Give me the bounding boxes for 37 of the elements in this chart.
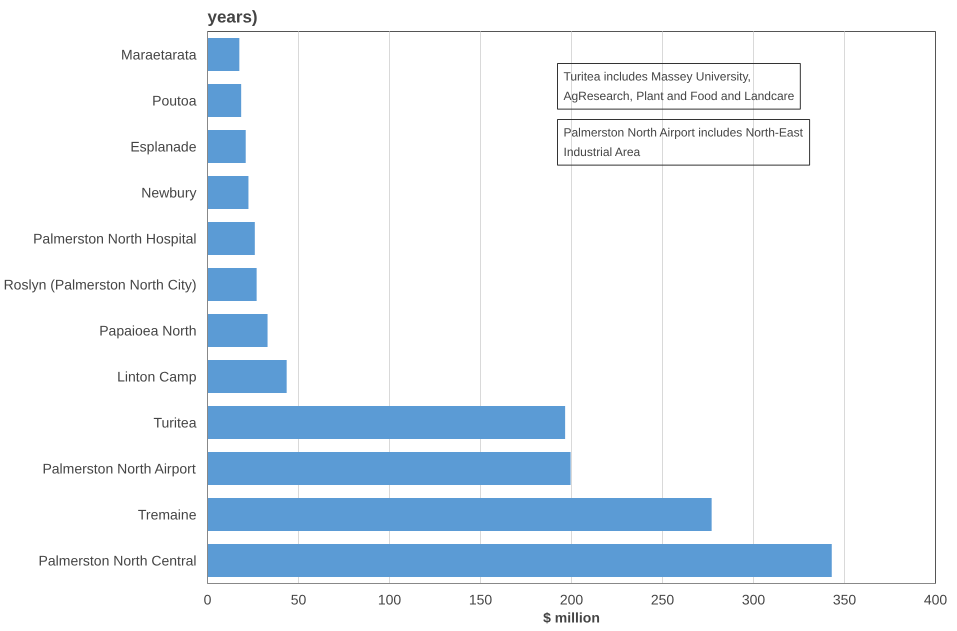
x-tick-label: 250 [650,592,674,608]
annotation: Palmerston North Airport includes North-East Industrial Area [564,126,804,160]
y-tick-label: Poutoa [152,92,197,108]
y-tick-label: Esplanade [130,138,197,154]
annotation: Turitea includes Massey University, AgResearch, Plant and Food and Landcare [564,70,795,104]
bar [208,38,240,72]
bar [208,268,257,302]
bar [208,176,248,210]
y-tick-label: Palmerston North Central [38,552,196,568]
x-tick-label: 300 [742,592,766,608]
x-tick-label: 100 [378,592,402,608]
y-tick-label: Turitea [153,414,197,430]
y-tick-label: Palmerston North Hospital [33,230,197,246]
bar [208,130,246,164]
x-tick-label: 50 [290,592,306,608]
bar [208,406,566,440]
bar [208,452,571,486]
bar [208,360,287,394]
bar [208,222,255,256]
y-tick-label: Tremaine [138,506,197,522]
x-axis-title: $ million [543,610,600,626]
x-tick-label: 350 [832,592,856,608]
x-tick-label: 150 [468,592,492,608]
bar [208,314,268,348]
y-tick-label: Newbury [141,184,197,200]
bar [208,544,832,578]
y-tick-label: Palmerston North Airport [42,460,196,476]
x-tick-label: 200 [560,592,584,608]
bar [208,498,712,532]
bar [208,84,242,118]
y-tick-label: Roslyn (Palmerston North City) [4,276,196,292]
y-tick-label: Papaioea North [99,322,197,338]
x-tick-label: 0 [204,592,212,608]
chart-title: years) [208,8,258,26]
x-tick-label: 400 [924,592,948,608]
y-tick-label: Maraetarata [121,46,197,62]
y-tick-label: Linton Camp [117,368,197,384]
